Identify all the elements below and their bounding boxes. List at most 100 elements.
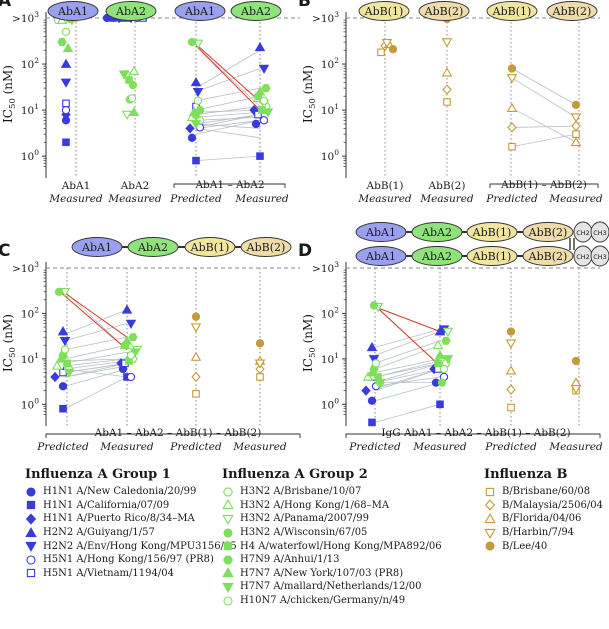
data-point (441, 38, 453, 48)
legend-item-label: B/Malaysia/2506/04 (502, 499, 603, 511)
x-sublabel: Measured (99, 441, 154, 453)
legend-item-label: H3N2 A/Hong Kong/1/68–MA (240, 499, 390, 511)
antibody-badge: AbA2 (230, 1, 282, 21)
tick-exponent: 0 (334, 148, 339, 157)
antibody-badge: AbB(2) (240, 237, 292, 257)
x-sublabel: Measured (419, 193, 474, 205)
legend-item: H10N7 A/chicken/Germany/n/49 (222, 594, 442, 608)
data-point (506, 74, 518, 84)
legend-item-label: H1N1 A/California/07/09 (43, 499, 170, 511)
legend-item-label: H5N1 A/Hong Kong/156/97 (PR8) (43, 554, 214, 566)
data-point (192, 156, 200, 165)
triangle-marker-icon (222, 499, 234, 510)
y-axis-label-rest: (nM) (301, 314, 315, 347)
antibody-badge: AbB(1) (486, 1, 538, 21)
badge-shape (522, 222, 574, 242)
data-point (63, 359, 71, 368)
legend-item-label: B/Harbin/7/94 (502, 527, 575, 539)
badge-text: AbA1 (184, 5, 215, 18)
square-marker (26, 569, 36, 578)
legend-item-label: B/Florida/04/06 (502, 513, 582, 525)
triangle-marker (222, 499, 234, 510)
legend-item: H7N9 A/Anhui/1/13 (222, 553, 442, 567)
badge-text: AbB(2) (552, 5, 592, 18)
antibody-badge: AbB(2) (522, 222, 574, 242)
data-point (507, 122, 517, 133)
diamond-marker-icon (25, 513, 37, 525)
bracket-label: AbB(1) – AbB(2) (500, 179, 587, 191)
data-point (62, 138, 70, 147)
connector-line (195, 68, 261, 93)
connector-line (64, 362, 128, 373)
badge-shape (411, 246, 463, 266)
data-point (442, 355, 454, 365)
tick-exponent: 1 (334, 102, 339, 111)
data-point (62, 42, 74, 53)
bracket (45, 433, 301, 438)
data-point (125, 319, 137, 329)
data-point (571, 100, 581, 109)
data-point (254, 110, 262, 119)
x-sublabel: Predicted (36, 441, 89, 453)
y-axis-label: IC50 (nM) (1, 65, 18, 123)
square-marker (223, 542, 233, 551)
badge-shape (546, 1, 598, 21)
square-marker-icon (223, 542, 233, 551)
badge-shape (47, 1, 99, 21)
fc-ellipse (590, 221, 609, 243)
connector-line (64, 336, 128, 350)
connector-line (374, 382, 441, 402)
connector-line (64, 376, 128, 410)
square-marker-icon (26, 569, 36, 578)
antibody-badge: AbA2 (411, 246, 463, 266)
antibody-badge: AbB(1) (184, 237, 236, 257)
badge-text: AbB(2) (528, 250, 568, 263)
data-point (369, 301, 379, 310)
data-point (572, 130, 580, 138)
data-point (506, 102, 518, 112)
x-sublabel: Measured (48, 193, 103, 205)
data-point (256, 373, 264, 381)
connector-line (374, 344, 441, 370)
legend-item-label: H10N7 A/chicken/Germany/n/49 (240, 595, 406, 607)
legend-item: B/Lee/40 (484, 539, 603, 553)
legend-item-label: H4 A/waterfowl/Hong Kong/MPA892/06 (240, 540, 442, 552)
tridown-marker-icon (222, 582, 234, 593)
legend-item-label: H5N1 A/Vietnam/1194/04 (43, 567, 174, 579)
connector-line (195, 111, 261, 118)
y-tick-label: 100 (21, 396, 39, 411)
tick-exponent: 0 (334, 396, 339, 405)
data-point (191, 371, 201, 383)
legend-item-label: B/Brisbane/60/08 (502, 486, 591, 498)
connector-line (195, 95, 261, 111)
connector-line (374, 358, 441, 373)
data-point (195, 106, 205, 115)
data-point (187, 133, 197, 142)
legend-item-label: H1N1 A/New Caledonia/20/99 (43, 486, 197, 498)
legend-item: H3N2 A/Hong Kong/1/68–MA (222, 499, 442, 513)
legend-item: H5N1 A/Vietnam/1194/04 (25, 567, 237, 581)
circle-marker (26, 487, 36, 497)
data-point (60, 78, 72, 88)
tick-exponent: 3 (334, 10, 339, 19)
circle-marker-icon (223, 595, 233, 606)
data-point (62, 99, 70, 108)
highlight-line (195, 45, 263, 113)
antibody-badge: AbA1 (355, 222, 407, 242)
connector-line (511, 133, 577, 148)
tick-exponent: 1 (34, 351, 39, 360)
data-point (366, 367, 378, 377)
connector-line (64, 358, 128, 367)
connector-line (64, 344, 128, 360)
data-point (185, 123, 195, 134)
data-point (54, 287, 64, 296)
badge-shape (127, 237, 179, 257)
data-point (505, 339, 517, 349)
connector-line (64, 362, 128, 378)
antibody-badge: AbB(1) (466, 222, 518, 242)
x-label: AbB(1) (366, 180, 404, 192)
legend-item: H1N1 A/New Caledonia/20/99 (25, 485, 237, 499)
connector-line (64, 323, 128, 342)
tick-exponent: 1 (34, 102, 39, 111)
badge-shape (105, 1, 157, 21)
